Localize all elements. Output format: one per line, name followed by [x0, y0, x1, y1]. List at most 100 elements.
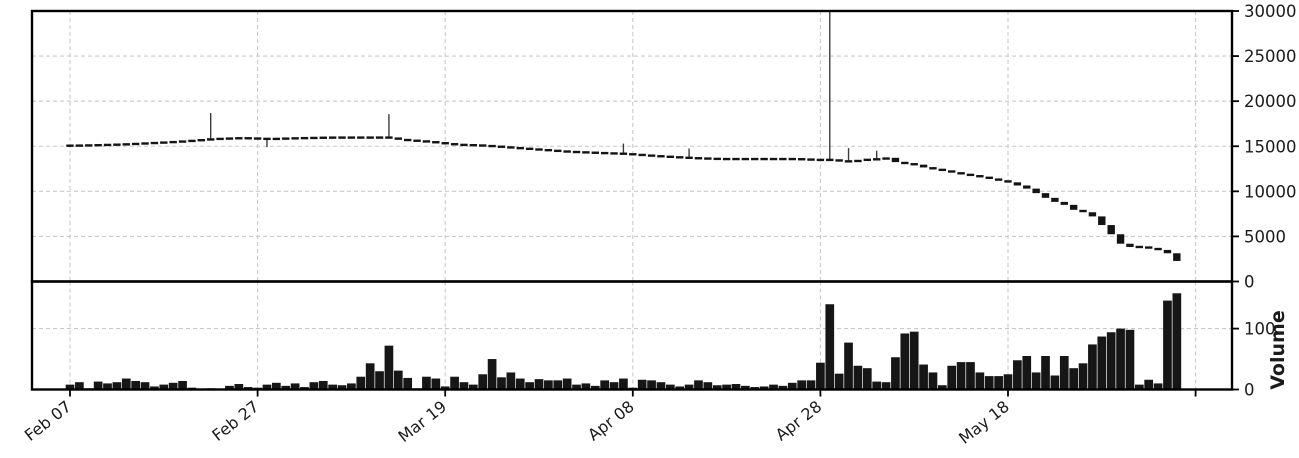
candle-body — [1079, 209, 1087, 213]
gridlines — [32, 11, 1232, 390]
candle-body — [422, 140, 431, 143]
volume-bar — [93, 381, 103, 390]
candle-body — [544, 148, 553, 152]
volume-bar — [984, 376, 994, 390]
volume-bar — [675, 386, 685, 390]
volume-bar — [572, 384, 581, 390]
candle-body — [1004, 180, 1012, 183]
volume-bar — [609, 382, 619, 390]
candle-body — [291, 137, 299, 140]
candle-body — [807, 158, 815, 161]
candle-body — [450, 143, 459, 146]
candle-body — [1069, 204, 1078, 210]
price-tick-label: 0 — [1244, 273, 1255, 292]
candle-body — [713, 157, 721, 161]
candle-body — [1013, 182, 1022, 186]
volume-bar — [1125, 329, 1135, 390]
candle-body — [216, 137, 224, 141]
candle-body — [1173, 253, 1181, 261]
x-tick-label: Feb 07 — [21, 397, 75, 445]
x-tick-label: Feb 27 — [208, 397, 262, 445]
volume-bar — [1013, 360, 1022, 390]
volume-axis-title: Volume — [1267, 310, 1289, 389]
candle-body — [357, 136, 365, 139]
volume-bar — [1172, 293, 1182, 390]
volume-bar — [272, 382, 281, 390]
candle-body — [948, 170, 956, 173]
candle-body — [1060, 201, 1068, 205]
volume-bar — [872, 381, 882, 390]
candle-body — [263, 137, 271, 141]
volume-bar — [103, 383, 112, 390]
volume-bar — [1031, 372, 1041, 390]
volume-bar — [1003, 374, 1013, 390]
candle-body — [497, 145, 506, 148]
candle-body — [488, 144, 496, 148]
candle-body — [666, 155, 675, 158]
candle-body — [441, 142, 449, 145]
candle-body — [1126, 243, 1134, 247]
volume-bar — [384, 345, 394, 390]
candle-body — [760, 157, 768, 161]
candle-body — [319, 136, 327, 139]
candle-body — [85, 144, 93, 147]
candle-body — [976, 175, 984, 178]
price-tick-label: 5000 — [1244, 227, 1286, 246]
x-tick-label: Apr 28 — [772, 397, 826, 445]
candle-body — [75, 144, 84, 147]
volume-bar — [937, 385, 947, 390]
candle-body — [310, 136, 318, 140]
candle-body — [525, 147, 534, 151]
candle-body — [676, 156, 684, 159]
candle-body — [863, 158, 871, 162]
volume-bar — [1116, 328, 1125, 390]
volume-bar — [487, 359, 497, 390]
volume-tick-label: 0 — [1244, 381, 1255, 400]
candle-body — [788, 157, 796, 161]
volume-bar — [834, 373, 844, 390]
volume-bar — [778, 385, 788, 390]
volume-bar — [300, 387, 309, 390]
price-tick-label: 15000 — [1244, 137, 1297, 156]
candle-body — [1051, 197, 1059, 202]
volume-bar — [816, 362, 825, 390]
candle-body — [910, 163, 918, 166]
volume-bar — [825, 304, 835, 390]
candle-body — [328, 136, 337, 139]
candle-body — [131, 142, 140, 146]
volume-bar — [769, 384, 778, 390]
volume-bar — [1106, 332, 1116, 390]
volume-bar — [975, 372, 985, 390]
candle-body — [366, 136, 374, 139]
volume-bar — [497, 377, 506, 390]
volume-bar — [281, 385, 291, 390]
volume-bar — [844, 342, 853, 390]
volume-bar — [900, 333, 910, 390]
candle-body — [1032, 188, 1040, 194]
volume-bar — [243, 387, 253, 390]
volume-bar — [290, 383, 300, 390]
candle-body — [685, 156, 693, 159]
volume-bar — [337, 385, 347, 390]
volume-bar — [1078, 363, 1088, 390]
volume-bar — [1144, 379, 1154, 390]
candle-body — [1145, 246, 1153, 249]
candle-body — [732, 157, 740, 161]
volume-bar — [881, 382, 891, 390]
candle-body — [403, 138, 412, 142]
volume-bar — [966, 362, 975, 390]
candle-body — [1041, 193, 1050, 198]
volume-bar — [750, 387, 760, 390]
volume-bar — [168, 382, 178, 390]
volume-bar — [1163, 300, 1172, 390]
price-tick-label: 25000 — [1244, 47, 1297, 66]
volume-bar — [862, 368, 872, 390]
volume-bar — [450, 376, 459, 390]
candle-body — [797, 158, 806, 161]
candle-body — [338, 136, 346, 139]
volume-bar — [1022, 356, 1032, 390]
volume-bar — [600, 380, 610, 390]
volume-bar — [806, 380, 816, 390]
candle-body — [816, 158, 825, 162]
